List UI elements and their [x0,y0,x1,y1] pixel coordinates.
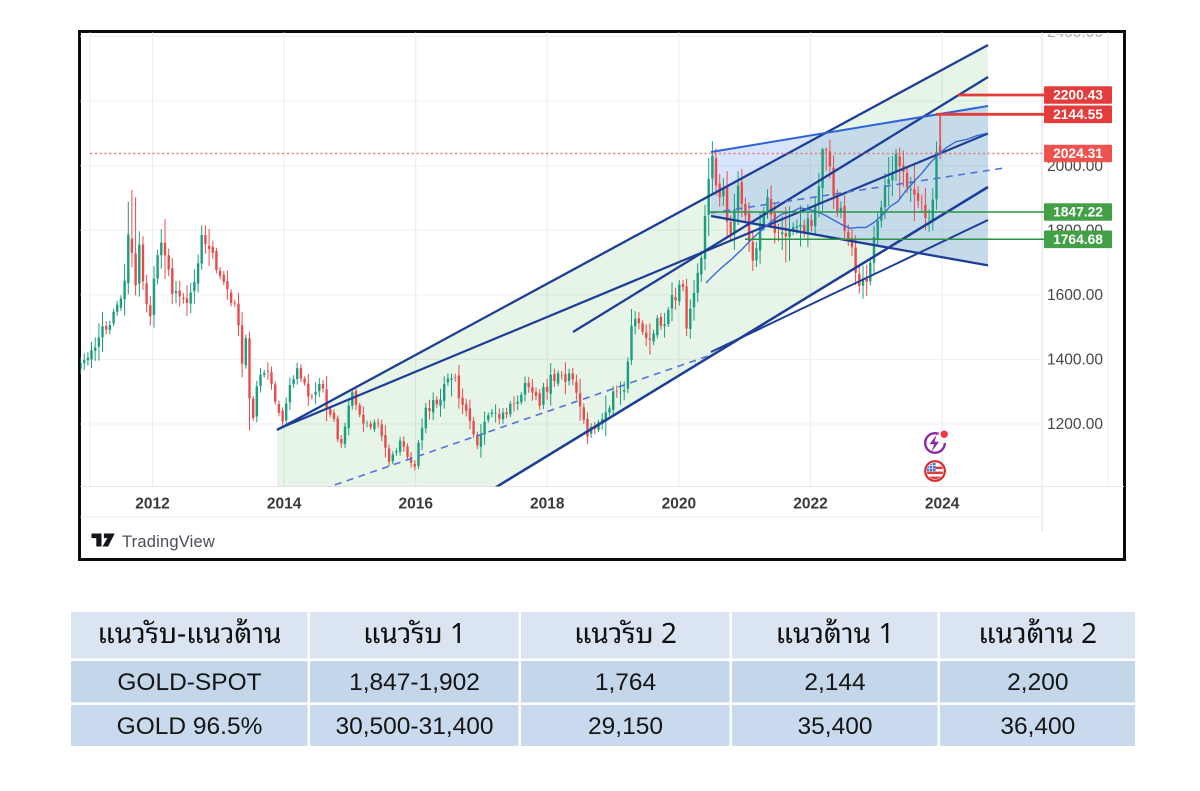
svg-text:2200.43: 2200.43 [1053,88,1103,103]
svg-text:29,150: 29,150 [588,713,663,740]
svg-text:2,200: 2,200 [1007,669,1068,696]
svg-text:GOLD-SPOT: GOLD-SPOT [117,669,261,696]
svg-text:1764.68: 1764.68 [1053,232,1103,247]
svg-text:2400.00: 2400.00 [1047,24,1103,41]
svg-text:36,400: 36,400 [1000,713,1075,740]
svg-text:1847.22: 1847.22 [1053,205,1103,220]
svg-text:2014: 2014 [267,496,302,513]
svg-text:2020: 2020 [662,496,696,513]
svg-text:2022: 2022 [793,496,827,513]
svg-text:30,500-31,400: 30,500-31,400 [335,713,493,740]
svg-text:2012: 2012 [135,496,169,513]
svg-text:1200.00: 1200.00 [1047,416,1103,433]
svg-text:2018: 2018 [530,496,565,513]
svg-text:1,764: 1,764 [595,669,656,696]
svg-text:GOLD 96.5%: GOLD 96.5% [117,713,263,740]
svg-text:2144.55: 2144.55 [1053,107,1103,122]
svg-text:1,847-1,902: 1,847-1,902 [349,669,480,696]
svg-text:1600.00: 1600.00 [1047,287,1103,304]
svg-text:35,400: 35,400 [798,713,873,740]
svg-text:1400.00: 1400.00 [1047,352,1103,369]
svg-text:TradingView: TradingView [122,533,215,551]
svg-text:2024: 2024 [925,496,960,513]
svg-text:2024.31: 2024.31 [1053,146,1103,161]
svg-text:2,144: 2,144 [804,669,865,696]
svg-text:2016: 2016 [398,496,433,513]
